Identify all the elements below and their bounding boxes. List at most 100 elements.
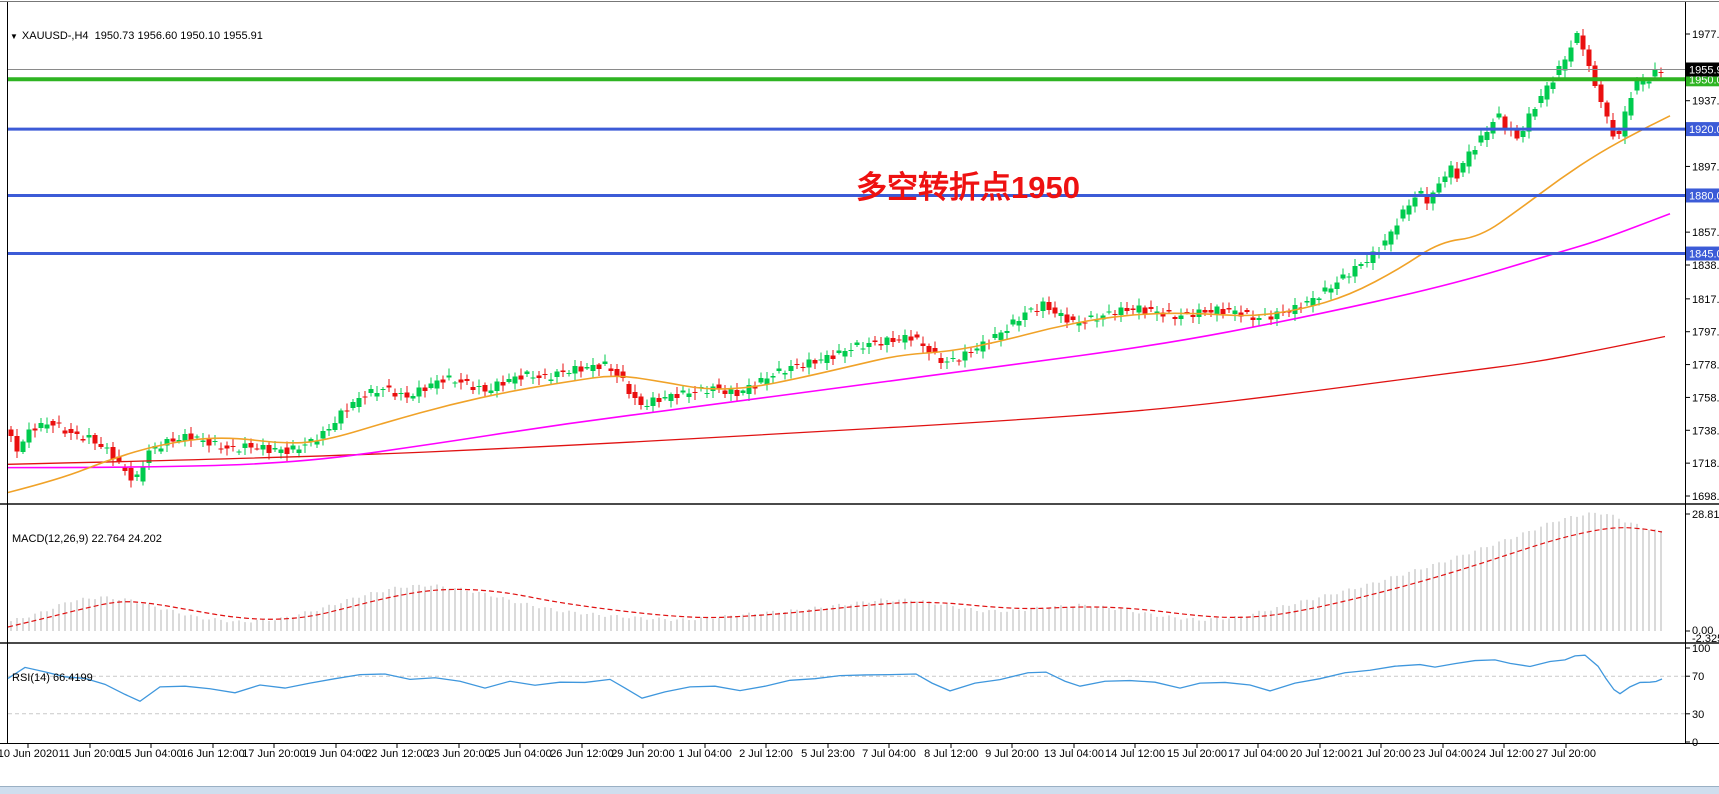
candle-body: [932, 348, 938, 353]
candle-body: [1352, 265, 1358, 277]
candle-body: [518, 375, 524, 380]
rsi-scale-label: 0: [1692, 737, 1698, 749]
candle-body: [1052, 307, 1058, 314]
candle-body: [1400, 209, 1406, 219]
candle-body: [170, 438, 176, 442]
pane-separator[interactable]: [0, 642, 1719, 644]
candle-body: [1562, 59, 1568, 71]
price-annotation-text[interactable]: 多空转折点1950: [856, 170, 1080, 205]
candle-body: [1406, 205, 1412, 215]
candle-body: [56, 422, 62, 424]
macd-max-label: 28.816: [1692, 509, 1719, 521]
candle-body: [1046, 302, 1052, 311]
candle-body: [20, 441, 26, 452]
candle-body: [578, 366, 584, 372]
candle-body: [1382, 240, 1388, 246]
candle-body: [1016, 321, 1022, 326]
rsi-pane[interactable]: 100 70 30 0: [7, 643, 1710, 749]
price-level-badge-label: 1950.0: [1689, 74, 1719, 86]
pane-separator[interactable]: [0, 503, 1719, 505]
price-level-badge: [1686, 246, 1719, 261]
status-bar: [0, 786, 1719, 794]
price-level-badge-label: 1920.0: [1689, 124, 1719, 136]
price-axis: 1977.3 1937.1 1897.5 1857.9 1838.1 1817.7 1797…: [1685, 29, 1719, 503]
price-level-badge-label: 1955.9: [1689, 64, 1719, 76]
candle-body: [494, 381, 500, 391]
candle-body: [1460, 162, 1466, 173]
candle-body: [80, 439, 86, 441]
candle-body: [914, 334, 920, 338]
candle-body: [1550, 82, 1556, 89]
macd-pane[interactable]: 28.816 0.00-2.325: [7, 509, 1719, 645]
candle-body: [554, 371, 560, 378]
candle-body: [1154, 311, 1160, 315]
candle-body: [938, 358, 944, 364]
candle-body: [572, 366, 578, 374]
time-tick-label: 15 Jun 04:00: [119, 748, 183, 760]
candle-body: [1640, 81, 1646, 85]
candle-body: [38, 422, 44, 428]
candle-body: [680, 390, 686, 393]
candle-body: [1634, 80, 1640, 91]
time-tick-label: 24 Jul 12:00: [1474, 748, 1534, 760]
candle-body: [1598, 84, 1604, 103]
candle-body: [134, 474, 140, 477]
candle-body: [1556, 66, 1562, 76]
candle-body: [992, 334, 998, 338]
time-tick-label: 5 Jul 23:00: [801, 748, 855, 760]
candle-body: [650, 397, 656, 406]
candle-body: [1484, 132, 1490, 141]
candle-body: [674, 394, 680, 399]
time-tick-label: 25 Jun 04:00: [488, 748, 552, 760]
price-tick-label: 1857.9: [1692, 227, 1719, 239]
time-tick-label: 15 Jul 20:00: [1167, 748, 1227, 760]
candle-body: [326, 428, 332, 431]
candle-body: [1430, 192, 1436, 204]
candle-body: [512, 376, 518, 384]
candle-body: [842, 351, 848, 357]
candle-body: [272, 448, 278, 450]
candle-body: [776, 368, 782, 371]
candle-body: [290, 445, 296, 450]
candle-body: [86, 435, 92, 438]
ma-mid-line: [8, 212, 1671, 469]
candle-body: [44, 424, 50, 429]
candle-body: [416, 387, 422, 397]
candle-body: [974, 348, 980, 351]
candle-body: [728, 389, 734, 395]
candle-body: [824, 354, 830, 364]
candle-body: [32, 428, 38, 431]
rsi-scale-label: 70: [1692, 671, 1704, 683]
candle-body: [602, 361, 608, 364]
candle-body: [1100, 315, 1106, 320]
collapse-triangle-icon[interactable]: ▼: [10, 32, 18, 41]
chart-canvas[interactable]: 1977.3 1937.1 1897.5 1857.9 1838.1 1817.7 1797…: [0, 0, 1719, 769]
macd-indicator-label: MACD(12,26,9) 22.764 24.202: [12, 533, 162, 545]
candle-body: [530, 377, 536, 379]
candle-body: [722, 390, 728, 395]
candle-body: [1136, 305, 1142, 313]
candle-body: [1334, 282, 1340, 289]
candle-body: [998, 332, 1004, 340]
candle-body: [1256, 317, 1262, 320]
time-tick-label: 16 Jun 12:00: [181, 748, 245, 760]
candle-body: [158, 448, 164, 452]
candle-body: [968, 351, 974, 353]
time-tick-label: 10 Jun 2020: [0, 748, 58, 760]
candle-body: [626, 383, 632, 395]
candle-body: [944, 361, 950, 363]
macd-signal-line: [7, 527, 1663, 628]
time-tick-label: 13 Jul 04:00: [1044, 748, 1104, 760]
candle-body: [1340, 274, 1346, 279]
macd-min-label: -2.325: [1692, 633, 1719, 645]
candle-body: [320, 431, 326, 439]
candle-body: [1226, 307, 1232, 310]
candle-body: [302, 444, 308, 446]
candle-body: [686, 393, 692, 398]
time-tick-label: 19 Jun 04:00: [304, 748, 368, 760]
candle-body: [830, 355, 836, 360]
time-tick-label: 22 Jun 12:00: [365, 748, 429, 760]
candle-body: [950, 358, 956, 360]
candle-body: [536, 375, 542, 378]
